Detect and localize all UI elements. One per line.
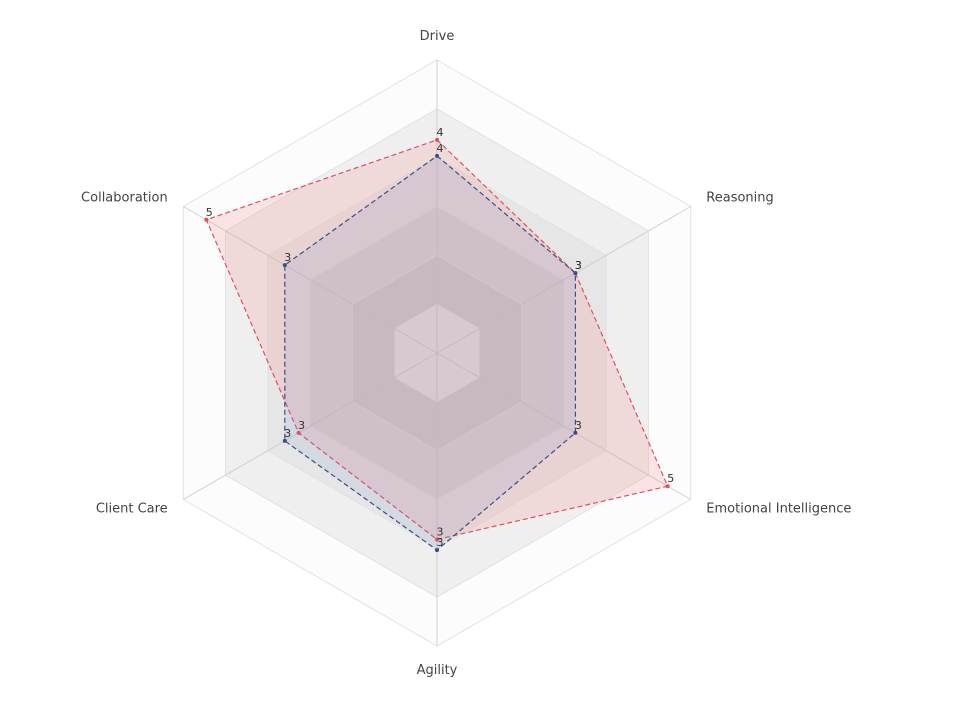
data-point bbox=[665, 484, 670, 489]
axis-label: Reasoning bbox=[706, 191, 773, 206]
axis-line bbox=[183, 206, 438, 354]
data-point bbox=[435, 153, 439, 158]
data-point bbox=[573, 271, 578, 276]
data-point bbox=[204, 217, 209, 222]
axis-label: Client Care bbox=[96, 502, 168, 517]
data-label: 3 bbox=[575, 259, 582, 272]
data-point bbox=[435, 548, 439, 553]
labels: Drive Reasoning Emotional Intelligence Agil… bbox=[81, 29, 851, 678]
data-point bbox=[435, 537, 439, 542]
axis-label: Agility bbox=[417, 663, 458, 678]
data-label: 3 bbox=[298, 419, 305, 432]
axis-line bbox=[436, 352, 691, 500]
data-label: 4 bbox=[437, 126, 444, 139]
data-label: 3 bbox=[284, 251, 291, 264]
data-point bbox=[282, 438, 287, 443]
data-label: 3 bbox=[284, 427, 291, 440]
axes bbox=[183, 60, 691, 646]
axis-label: Drive bbox=[420, 29, 455, 44]
data-point bbox=[573, 430, 578, 435]
axis-label: Collaboration bbox=[81, 191, 168, 206]
axis-label: Emotional Intelligence bbox=[706, 502, 851, 517]
data-label: 3 bbox=[575, 419, 582, 432]
data-point bbox=[282, 263, 287, 268]
data-label: 4 bbox=[437, 142, 444, 155]
data-label: 3 bbox=[575, 259, 582, 272]
data-label: 5 bbox=[206, 206, 213, 219]
data-label: 3 bbox=[437, 526, 444, 539]
data-point bbox=[435, 137, 439, 142]
series bbox=[204, 137, 670, 553]
axis-line bbox=[183, 352, 438, 500]
data-point bbox=[296, 430, 301, 435]
axis-line bbox=[436, 206, 691, 354]
data-label: 5 bbox=[667, 472, 674, 485]
data-label: 3 bbox=[437, 536, 444, 549]
